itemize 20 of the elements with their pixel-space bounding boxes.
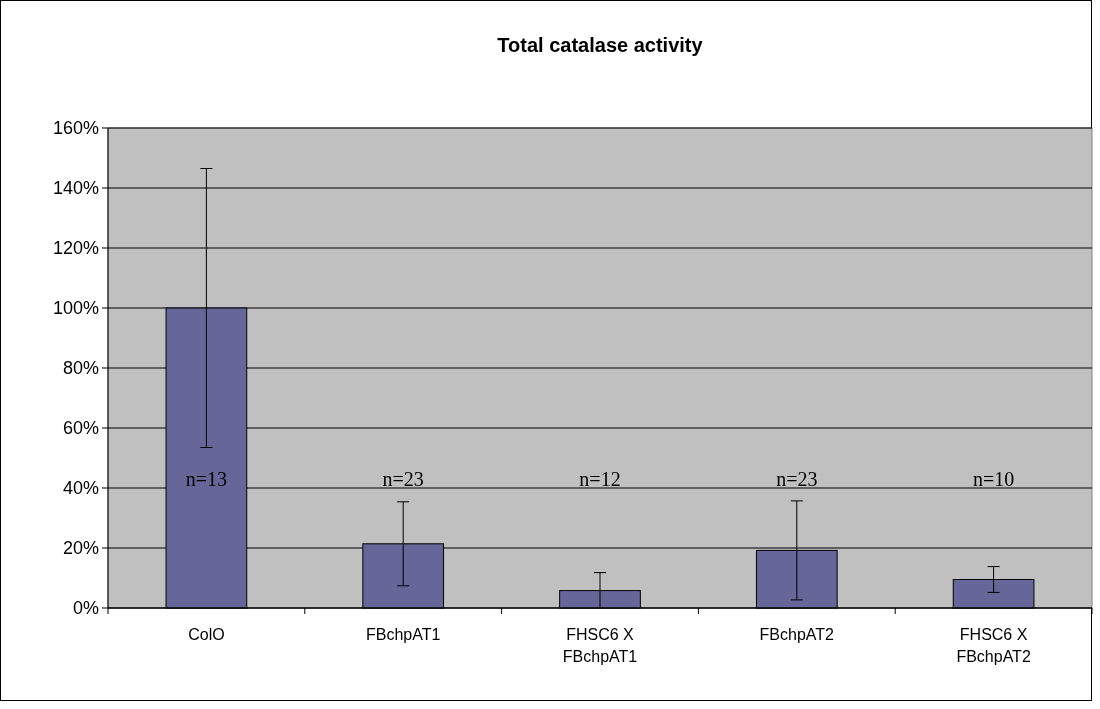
annotation: n=12: [579, 468, 621, 490]
x-tick-label: FHSC6 X FBchpAT1: [562, 626, 638, 665]
x-tick-label: FHSC6 X FBchpAT2: [956, 626, 1031, 665]
annotation: n=23: [382, 468, 424, 490]
y-tick-label: 100%: [52, 298, 99, 319]
y-tick-label: 60%: [62, 418, 99, 439]
y-tick-label: 140%: [52, 178, 99, 199]
y-tick-label: 40%: [62, 478, 99, 499]
y-tick-label: 20%: [62, 538, 99, 559]
x-tick-label: ColO: [188, 626, 225, 643]
x-tick-label: FBchpAT1: [366, 626, 441, 643]
y-tick-label: 120%: [52, 238, 99, 259]
annotation: n=10: [972, 468, 1015, 490]
y-tick-label: 80%: [62, 358, 99, 379]
y-tick-label: 0%: [72, 598, 99, 619]
annotation: n=23: [776, 468, 818, 490]
x-tick-label: FBchpAT2: [759, 626, 835, 643]
y-tick-label: 160%: [52, 118, 99, 139]
chart-title: Total catalase activity: [497, 34, 704, 56]
annotation: n=13: [185, 468, 228, 490]
